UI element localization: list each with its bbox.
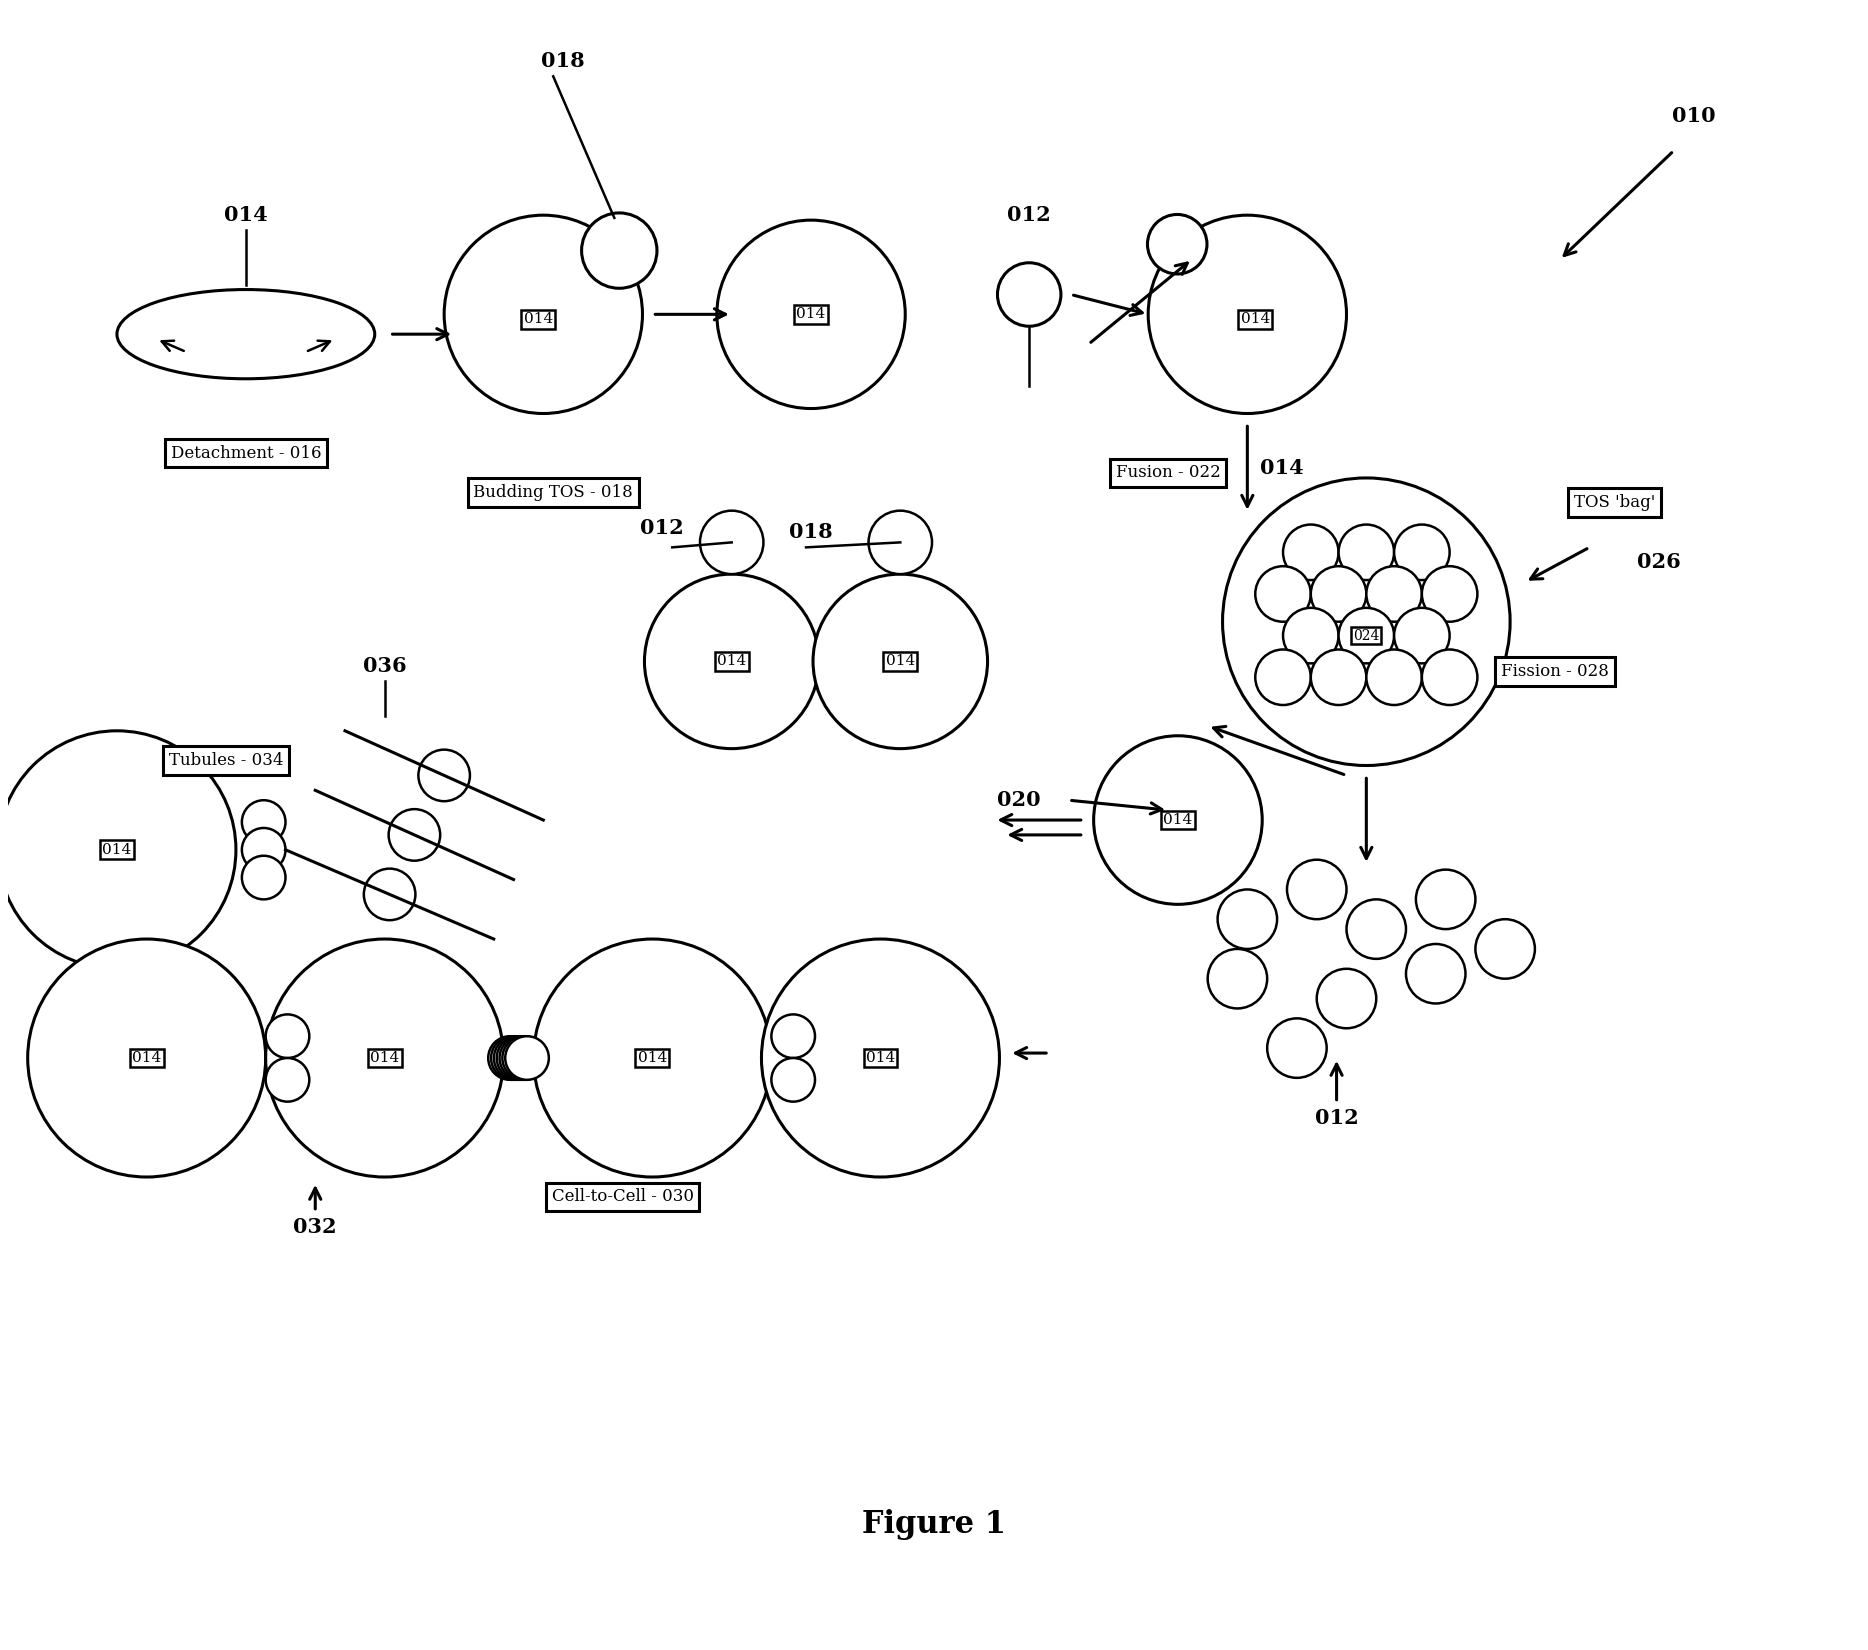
Circle shape — [491, 1036, 534, 1079]
Circle shape — [1209, 949, 1267, 1008]
Text: Detachment - 016: Detachment - 016 — [170, 444, 321, 462]
Text: 026: 026 — [1636, 553, 1681, 573]
Circle shape — [1267, 1018, 1326, 1077]
Circle shape — [762, 939, 999, 1176]
Circle shape — [445, 214, 643, 414]
Circle shape — [1317, 969, 1377, 1028]
Circle shape — [534, 939, 771, 1176]
Circle shape — [364, 868, 415, 921]
Circle shape — [1283, 525, 1339, 581]
Circle shape — [418, 749, 471, 802]
Circle shape — [1394, 607, 1450, 663]
Text: 014: 014 — [133, 1051, 161, 1064]
Circle shape — [1366, 650, 1422, 705]
Circle shape — [502, 1036, 545, 1079]
Circle shape — [265, 1058, 310, 1102]
Circle shape — [1283, 607, 1339, 663]
Circle shape — [504, 1036, 549, 1079]
Text: Tubules - 034: Tubules - 034 — [168, 752, 284, 769]
Circle shape — [1311, 566, 1366, 622]
Text: 014: 014 — [796, 307, 826, 322]
Circle shape — [998, 262, 1061, 327]
Circle shape — [28, 939, 265, 1176]
Circle shape — [1476, 919, 1535, 978]
Circle shape — [1422, 566, 1478, 622]
Circle shape — [1218, 889, 1278, 949]
Circle shape — [1222, 478, 1509, 766]
Text: 014: 014 — [103, 843, 131, 856]
Circle shape — [1394, 525, 1450, 581]
Circle shape — [581, 213, 658, 289]
Text: 018: 018 — [790, 523, 833, 543]
Circle shape — [241, 856, 286, 899]
Circle shape — [497, 1036, 540, 1079]
Text: 014: 014 — [1261, 459, 1304, 478]
Circle shape — [265, 939, 504, 1176]
Circle shape — [771, 1015, 814, 1058]
Text: 012: 012 — [1007, 205, 1052, 224]
Circle shape — [241, 800, 286, 843]
Text: 024: 024 — [1352, 629, 1379, 642]
Text: 014: 014 — [867, 1051, 895, 1064]
Text: 014: 014 — [885, 655, 915, 668]
Circle shape — [488, 1036, 532, 1079]
Text: 012: 012 — [641, 518, 684, 538]
Text: Cell-to-Cell - 030: Cell-to-Cell - 030 — [551, 1188, 693, 1206]
Circle shape — [771, 1058, 814, 1102]
Circle shape — [1347, 899, 1407, 959]
Circle shape — [241, 828, 286, 871]
Text: 010: 010 — [1672, 106, 1715, 125]
Circle shape — [1416, 870, 1476, 929]
Circle shape — [700, 510, 764, 574]
Ellipse shape — [118, 289, 375, 380]
Text: 036: 036 — [362, 657, 407, 676]
Text: Budding TOS - 018: Budding TOS - 018 — [473, 485, 633, 502]
Text: 014: 014 — [224, 205, 267, 224]
Circle shape — [1407, 944, 1466, 1003]
Text: 014: 014 — [717, 655, 747, 668]
Circle shape — [1366, 566, 1422, 622]
Text: 014: 014 — [1240, 312, 1270, 327]
Text: 014: 014 — [1164, 813, 1192, 827]
Text: Fusion - 022: Fusion - 022 — [1115, 465, 1220, 482]
Circle shape — [265, 1015, 310, 1058]
Text: Fission - 028: Fission - 028 — [1500, 663, 1608, 680]
Circle shape — [0, 731, 235, 969]
Circle shape — [493, 1036, 538, 1079]
Text: 014: 014 — [370, 1051, 400, 1064]
Circle shape — [1339, 525, 1394, 581]
Text: 018: 018 — [542, 51, 585, 71]
Circle shape — [1255, 566, 1311, 622]
Circle shape — [1287, 860, 1347, 919]
Circle shape — [717, 219, 906, 409]
Circle shape — [1311, 650, 1366, 705]
Circle shape — [1255, 650, 1311, 705]
Text: 020: 020 — [998, 790, 1040, 810]
Circle shape — [644, 574, 818, 749]
Circle shape — [1147, 214, 1207, 274]
Text: Figure 1: Figure 1 — [861, 1508, 1007, 1539]
Circle shape — [869, 510, 932, 574]
Circle shape — [499, 1036, 544, 1079]
Circle shape — [813, 574, 988, 749]
Text: 014: 014 — [523, 312, 553, 327]
Text: 014: 014 — [637, 1051, 667, 1064]
Text: 032: 032 — [293, 1216, 336, 1236]
Circle shape — [1093, 736, 1263, 904]
Text: TOS 'bag': TOS 'bag' — [1573, 495, 1655, 512]
Circle shape — [1422, 650, 1478, 705]
Text: 012: 012 — [1315, 1107, 1358, 1127]
Circle shape — [1149, 214, 1347, 414]
Circle shape — [1339, 607, 1394, 663]
Circle shape — [389, 808, 441, 861]
